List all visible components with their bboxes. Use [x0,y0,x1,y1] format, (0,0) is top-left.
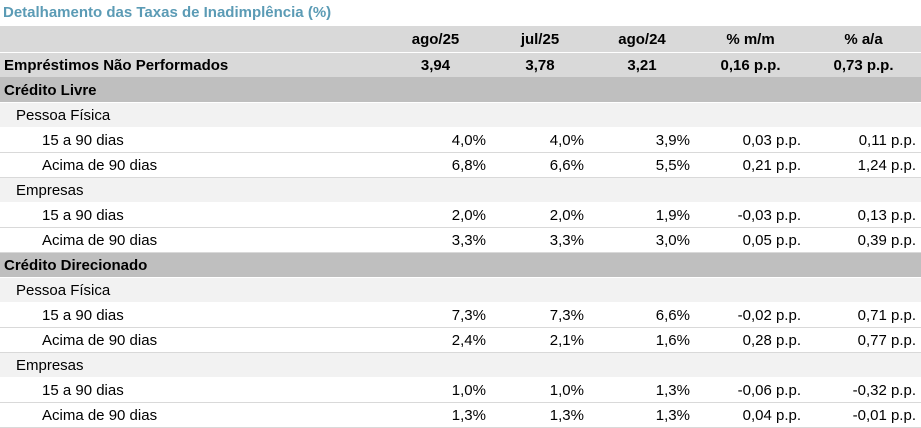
table-cell: 1,0% [380,377,491,403]
table-row: 15 a 90 dias 1,0% 1,0% 1,3% -0,06 p.p. -… [0,377,921,403]
table-cell: 7,3% [380,302,491,328]
row-label: 15 a 90 dias [0,202,380,228]
header-row: ago/25 jul/25 ago/24 % m/m % a/a [0,26,921,53]
column-header: ago/25 [380,26,491,53]
table-cell: 5,5% [589,152,695,178]
table-cell: 3,9% [589,127,695,153]
table-cell: 0,73 p.p. [806,52,921,78]
row-label: Acima de 90 dias [0,327,380,353]
table-cell: 1,9% [589,202,695,228]
column-header: % a/a [806,26,921,53]
row-label: Empréstimos Não Performados [0,52,380,78]
row-label: Acima de 90 dias [0,402,380,428]
table-cell: 0,04 p.p. [695,402,806,428]
group-label: Pessoa Física [0,277,380,303]
header-label-cell [0,26,380,53]
group-label: Empresas [0,177,380,203]
section-label: Crédito Direcionado [0,252,380,278]
group-label: Pessoa Física [0,102,380,128]
table-cell: 1,0% [491,377,589,403]
group-row: Pessoa Física [0,102,921,128]
row-label: Acima de 90 dias [0,227,380,253]
table-cell: 0,21 p.p. [695,152,806,178]
table-cell: 0,39 p.p. [806,227,921,253]
table-cell: 0,16 p.p. [695,52,806,78]
table-cell: 1,3% [589,377,695,403]
table-cell: 3,3% [380,227,491,253]
table-cell: 2,0% [380,202,491,228]
section-label: Crédito Livre [0,77,380,103]
row-label: 15 a 90 dias [0,302,380,328]
group-row: Empresas [0,177,921,203]
table-cell: -0,06 p.p. [695,377,806,403]
section-row: Crédito Livre [0,77,921,103]
table-cell: 6,6% [589,302,695,328]
row-label: 15 a 90 dias [0,127,380,153]
table-cell: 0,03 p.p. [695,127,806,153]
table-cell: -0,03 p.p. [695,202,806,228]
table-cell: -0,02 p.p. [695,302,806,328]
table-row: 15 a 90 dias 7,3% 7,3% 6,6% -0,02 p.p. 0… [0,302,921,328]
table-cell: 6,8% [380,152,491,178]
table-cell: 6,6% [491,152,589,178]
table-title: Detalhamento das Taxas de Inadimplência … [3,4,332,21]
table-cell: 1,3% [491,402,589,428]
column-header: % m/m [695,26,806,53]
table-cell: -0,32 p.p. [806,377,921,403]
table-cell: 0,05 p.p. [695,227,806,253]
table-cell: 3,94 [380,52,491,78]
table-cell: 1,24 p.p. [806,152,921,178]
table-cell: 0,28 p.p. [695,327,806,353]
table-cell: 0,71 p.p. [806,302,921,328]
row-label: 15 a 90 dias [0,377,380,403]
table-cell: 0,77 p.p. [806,327,921,353]
table-cell: 3,78 [491,52,589,78]
table-cell: 3,3% [491,227,589,253]
table-cell: 1,6% [589,327,695,353]
table-row: 15 a 90 dias 2,0% 2,0% 1,9% -0,03 p.p. 0… [0,202,921,228]
table-cell: 0,11 p.p. [806,127,921,153]
table-cell: 1,3% [380,402,491,428]
table-cell: 4,0% [380,127,491,153]
table-cell: 3,21 [589,52,695,78]
table-cell: 7,3% [491,302,589,328]
table-row: Acima de 90 dias 6,8% 6,6% 5,5% 0,21 p.p… [0,152,921,178]
table-row: Acima de 90 dias 2,4% 2,1% 1,6% 0,28 p.p… [0,327,921,353]
section-row: Crédito Direcionado [0,252,921,278]
delinquency-table: ago/25 jul/25 ago/24 % m/m % a/a Emprést… [0,26,921,428]
column-header: jul/25 [491,26,589,53]
table-cell: 1,3% [589,402,695,428]
table-row: Acima de 90 dias 1,3% 1,3% 1,3% 0,04 p.p… [0,402,921,428]
table-cell: -0,01 p.p. [806,402,921,428]
column-header: ago/24 [589,26,695,53]
table-cell: 2,1% [491,327,589,353]
table-row: Acima de 90 dias 3,3% 3,3% 3,0% 0,05 p.p… [0,227,921,253]
table-cell: 3,0% [589,227,695,253]
total-row: Empréstimos Não Performados 3,94 3,78 3,… [0,52,921,78]
group-row: Empresas [0,352,921,378]
group-row: Pessoa Física [0,277,921,303]
group-label: Empresas [0,352,380,378]
table-row: 15 a 90 dias 4,0% 4,0% 3,9% 0,03 p.p. 0,… [0,127,921,153]
table-cell: 4,0% [491,127,589,153]
table-cell: 0,13 p.p. [806,202,921,228]
row-label: Acima de 90 dias [0,152,380,178]
table-cell: 2,0% [491,202,589,228]
table-cell: 2,4% [380,327,491,353]
